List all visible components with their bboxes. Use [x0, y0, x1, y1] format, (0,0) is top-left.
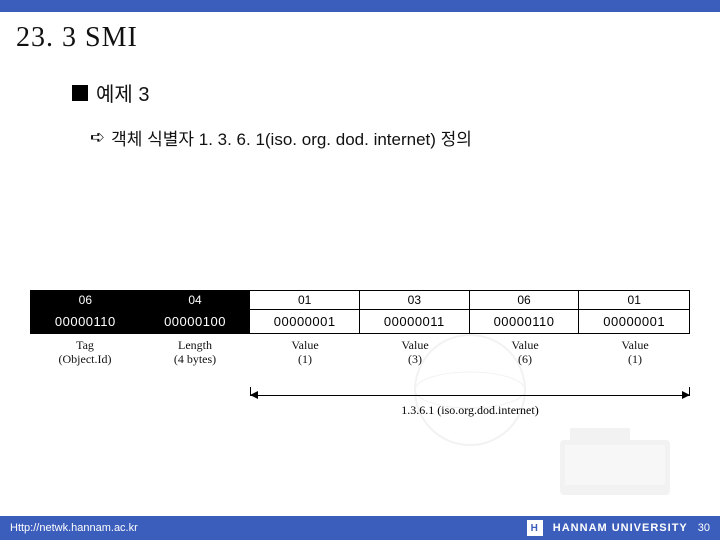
byte-binary-value: 00000001 — [579, 310, 689, 333]
arrow-right-icon — [682, 391, 690, 399]
byte-label: Value(1) — [580, 338, 690, 367]
byte-label: Value(1) — [250, 338, 360, 367]
byte-cell: 0300000011 — [360, 291, 470, 333]
byte-label: Tag(Object.Id) — [30, 338, 140, 367]
byte-cell: 0100000001 — [250, 291, 360, 333]
arrow-left-icon — [250, 391, 258, 399]
byte-hex-header: 06 — [470, 291, 579, 310]
byte-cell: 0600000110 — [470, 291, 580, 333]
encoding-diagram: 0600000110040000010001000000010300000011… — [30, 290, 690, 425]
university-logo-icon: H — [527, 520, 543, 536]
arrow-right-icon: ➪ — [90, 127, 105, 148]
bracket-line — [250, 395, 690, 396]
byte-binary-value: 00000011 — [360, 310, 469, 333]
example-heading: 예제 3 — [72, 78, 680, 107]
byte-binary-value: 00000100 — [141, 310, 250, 333]
subtext-line: ➪ 객체 식별자 1. 3. 6. 1(iso. org. dod. inter… — [72, 125, 680, 150]
byte-cell: 0100000001 — [579, 291, 689, 333]
slide-title: 23. 3 SMI — [0, 12, 720, 54]
byte-hex-header: 04 — [141, 291, 250, 310]
square-bullet-icon — [72, 85, 88, 101]
byte-hex-header: 06 — [31, 291, 140, 310]
byte-label: Value(3) — [360, 338, 470, 367]
byte-hex-header: 01 — [579, 291, 689, 310]
subtext: 객체 식별자 1. 3. 6. 1(iso. org. dod. interne… — [111, 125, 472, 150]
byte-label: Length(4 bytes) — [140, 338, 250, 367]
content-area: 예제 3 ➪ 객체 식별자 1. 3. 6. 1(iso. org. dod. … — [0, 54, 720, 150]
byte-hex-header: 01 — [250, 291, 359, 310]
example-heading-text: 예제 3 — [96, 78, 149, 107]
byte-cell: 0400000100 — [141, 291, 251, 333]
byte-labels-row: Tag(Object.Id)Length(4 bytes)Value(1)Val… — [30, 338, 690, 367]
page-number: 30 — [698, 522, 710, 534]
footer-bar: Http://netwk.hannam.ac.kr H HANNAM UNIVE… — [0, 516, 720, 540]
top-stripe — [0, 0, 720, 12]
byte-binary-value: 00000110 — [470, 310, 579, 333]
byte-label: Value(6) — [470, 338, 580, 367]
byte-cell: 0600000110 — [31, 291, 141, 333]
byte-hex-header: 03 — [360, 291, 469, 310]
byte-boxes-row: 0600000110040000010001000000010300000011… — [30, 290, 690, 334]
footer-url: Http://netwk.hannam.ac.kr — [10, 522, 138, 534]
bracket-text: 1.3.6.1 (iso.org.dod.internet) — [250, 403, 690, 418]
byte-binary-value: 00000001 — [250, 310, 359, 333]
value-bracket: 1.3.6.1 (iso.org.dod.internet) — [250, 385, 690, 425]
footer-university: HANNAM UNIVERSITY — [553, 522, 688, 534]
byte-binary-value: 00000110 — [31, 310, 140, 333]
